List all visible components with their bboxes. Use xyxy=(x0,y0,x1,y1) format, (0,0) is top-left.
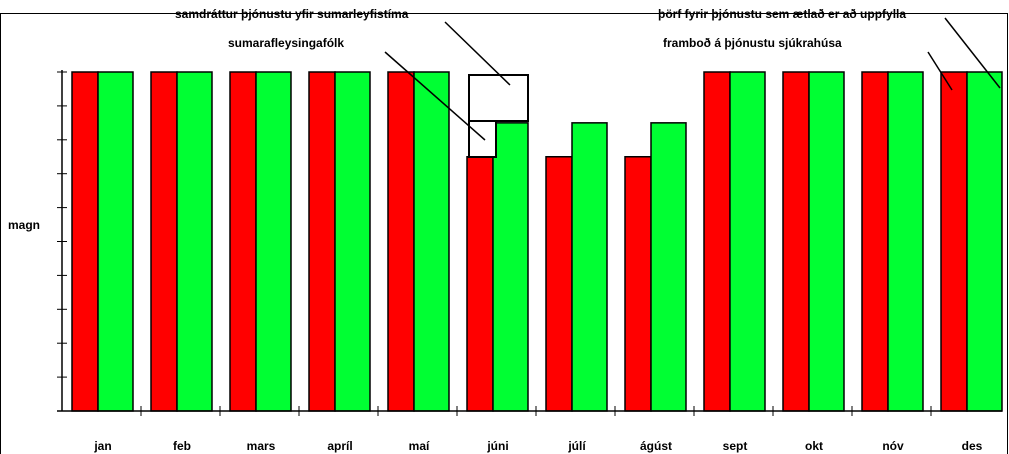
bar xyxy=(966,71,1003,412)
x-tick-label: ágúst xyxy=(640,439,672,453)
bar xyxy=(729,71,766,412)
x-tick-label: júlí xyxy=(567,439,586,453)
bar xyxy=(808,71,845,412)
frame xyxy=(0,13,1008,454)
x-tick-label: des xyxy=(962,439,983,453)
x-tick-label: sept xyxy=(723,439,748,453)
y-axis-label: magn xyxy=(8,218,40,232)
x-tick-label: maí xyxy=(409,439,430,453)
bar xyxy=(413,71,450,412)
leader-line xyxy=(927,51,953,91)
bar xyxy=(97,71,134,412)
x-tick-label: mars xyxy=(247,439,276,453)
bar xyxy=(176,71,213,412)
x-tick-label: apríl xyxy=(327,439,352,453)
x-tick-label: júni xyxy=(486,439,508,453)
bar xyxy=(334,71,371,412)
x-tick-label: okt xyxy=(805,439,823,453)
bar xyxy=(571,122,608,412)
x-tick-label: nóv xyxy=(882,439,904,453)
leader-line xyxy=(444,21,511,86)
reduction-box xyxy=(468,74,529,122)
summer-staff-box xyxy=(468,120,497,158)
x-tick-label: feb xyxy=(173,439,191,453)
bar xyxy=(940,71,968,412)
bar xyxy=(229,71,257,412)
bar xyxy=(492,122,529,412)
bar xyxy=(861,71,889,412)
bar xyxy=(703,71,731,412)
bar xyxy=(387,71,415,412)
bar xyxy=(782,71,810,412)
bar xyxy=(466,156,494,412)
x-tick-label: jan xyxy=(93,439,111,453)
leader-line xyxy=(384,51,486,141)
annotation: sumarafleysingafólk xyxy=(228,36,344,50)
bar xyxy=(545,156,573,412)
series-label: þörf fyrir þjónustu sem ætlað er að uppf… xyxy=(658,7,906,21)
bar xyxy=(624,156,652,412)
bar xyxy=(255,71,292,412)
annotation: samdráttur þjónustu yfir sumarleyfistíma xyxy=(175,7,409,21)
leader-line xyxy=(944,17,1001,89)
bar xyxy=(308,71,336,412)
bar xyxy=(71,71,99,412)
bar xyxy=(650,122,687,412)
bar xyxy=(150,71,178,412)
series-label: framboð á þjónustu sjúkrahúsa xyxy=(663,36,842,50)
bar xyxy=(887,71,924,412)
